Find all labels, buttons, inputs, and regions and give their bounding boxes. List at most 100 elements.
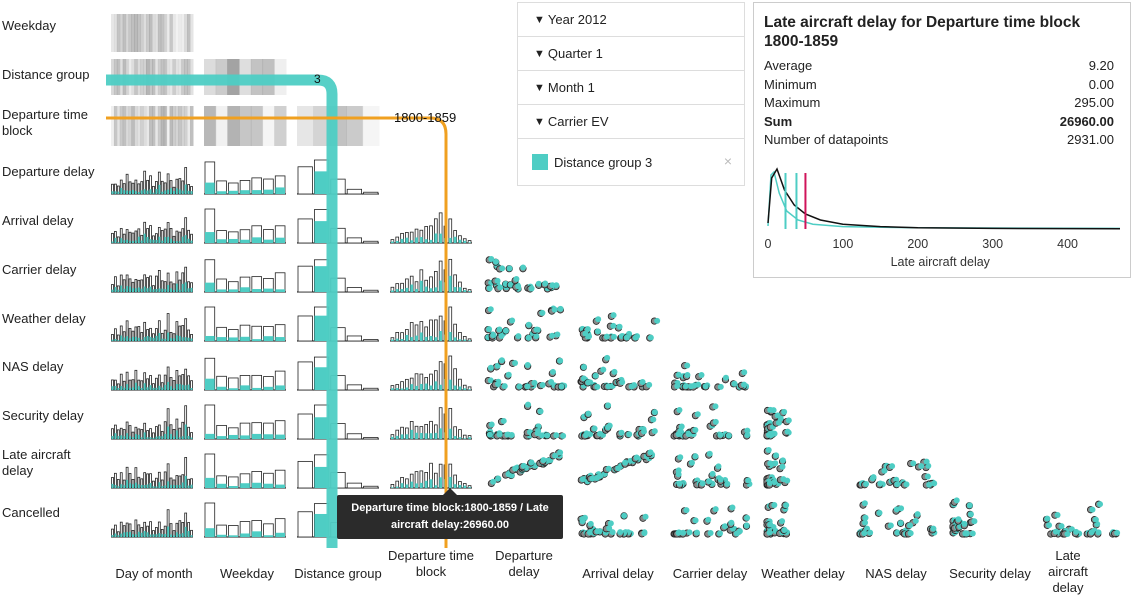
scatter-point-highlight — [605, 424, 612, 431]
bar-highlight — [149, 336, 152, 341]
bar-highlight — [240, 336, 250, 341]
bar-highlight — [190, 535, 193, 537]
bar-highlight — [140, 388, 143, 390]
bar-highlight — [161, 338, 164, 341]
scatter-point-highlight — [582, 330, 589, 337]
bar-highlight — [228, 289, 239, 292]
bar-highlight — [164, 384, 167, 390]
bar-highlight — [140, 240, 143, 243]
scatter-point-highlight — [533, 326, 540, 333]
bar-highlight — [448, 331, 452, 341]
bar-highlight — [120, 285, 123, 292]
heat-cell — [175, 14, 179, 52]
bar-highlight — [419, 280, 423, 292]
scatter-point-highlight — [744, 432, 751, 439]
scatter-point-highlight — [722, 374, 729, 381]
filter-month[interactable]: ▼ Month 1 — [518, 71, 744, 105]
bar-highlight — [170, 188, 172, 194]
bar-highlight — [419, 383, 423, 390]
bar-highlight — [429, 335, 433, 341]
scatter-point-highlight — [557, 357, 564, 364]
bar-highlight — [187, 238, 190, 243]
scatter-point-highlight — [676, 480, 683, 487]
bar-highlight — [120, 484, 123, 488]
scatter-point-highlight — [688, 459, 695, 466]
scatter-point-highlight — [889, 463, 896, 470]
bar-highlight — [170, 534, 172, 537]
selection-distance-group[interactable]: Distance group 3 × — [518, 139, 744, 185]
bar-highlight — [187, 384, 190, 390]
scatter-point-highlight — [606, 525, 613, 532]
bar-highlight — [137, 434, 140, 439]
filter-quarter[interactable]: ▼ Quarter 1 — [518, 37, 744, 71]
bar-highlight — [158, 333, 161, 341]
bar-highlight — [184, 184, 187, 194]
bar-highlight — [178, 485, 181, 488]
bar-highlight — [263, 386, 274, 390]
scatter-point-highlight — [552, 452, 559, 459]
bar-highlight — [170, 386, 172, 390]
filter-year[interactable]: ▼ Year 2012 — [518, 3, 744, 37]
bar-highlight — [158, 385, 161, 390]
scatter-point-highlight — [1089, 506, 1096, 513]
scatter-point-highlight — [893, 506, 900, 513]
bar-highlight — [181, 482, 184, 488]
heat-cell — [113, 106, 118, 146]
bar-highlight — [410, 384, 414, 390]
scatter-point-highlight — [585, 379, 592, 386]
stat-count: Number of datapoints 2931.00 — [764, 132, 1114, 147]
bar-highlight — [161, 288, 164, 292]
bar-highlight — [114, 385, 117, 390]
scatter-point-highlight — [781, 526, 788, 533]
bar — [346, 482, 363, 489]
bar-highlight — [391, 487, 394, 488]
bar-highlight — [181, 236, 184, 243]
scatter-matrix[interactable]: 3 1800-1859 — [0, 0, 1134, 582]
bar-highlight — [216, 534, 227, 537]
bar-highlight — [167, 332, 170, 341]
bar-highlight — [187, 435, 190, 439]
scatter-point-highlight — [773, 452, 780, 459]
bar-highlight — [463, 339, 467, 341]
scatter-point-highlight — [767, 460, 774, 467]
bar-highlight — [146, 387, 149, 390]
heat-cell — [184, 106, 188, 146]
filter-carrier[interactable]: ▼ Carrier EV — [518, 105, 744, 139]
bar-highlight — [175, 384, 178, 390]
scatter-point-highlight — [524, 383, 531, 390]
bar-highlight — [275, 289, 285, 292]
bar-highlight — [123, 288, 126, 292]
heat-cell — [116, 14, 121, 52]
heat-cell — [187, 106, 191, 146]
bar-highlight — [143, 432, 146, 439]
detail-panel: Late aircraft delay for Departure time b… — [753, 2, 1131, 278]
bar-highlight — [173, 535, 175, 537]
bar-highlight — [395, 240, 399, 243]
scatter-point-highlight — [618, 429, 625, 436]
scatter-point-highlight — [926, 481, 933, 488]
heat-cell — [227, 106, 240, 146]
scatter-point-highlight — [535, 280, 542, 287]
bar-highlight — [126, 384, 129, 390]
scatter-point-highlight — [549, 282, 556, 289]
bar-highlight — [155, 189, 158, 194]
scatter-point-highlight — [528, 459, 535, 466]
scatter-point-highlight — [560, 432, 567, 439]
bar-highlight — [405, 237, 409, 243]
bar-highlight — [400, 483, 404, 488]
heat-cell — [125, 14, 130, 52]
close-icon[interactable]: × — [723, 153, 732, 169]
bar-highlight — [251, 339, 262, 341]
col-label-security-delay: Security delay — [949, 566, 1031, 581]
row-label-arrival-delay: Arrival delay — [2, 213, 74, 228]
scatter-point-highlight — [605, 402, 612, 409]
bar-highlight — [448, 275, 452, 292]
scatter-point-highlight — [490, 332, 497, 339]
bar-highlight — [453, 436, 457, 439]
bar-highlight — [126, 239, 129, 243]
bar-highlight — [187, 337, 190, 341]
filter-icon: ▼ — [534, 47, 545, 60]
filter-icon: ▼ — [534, 81, 545, 94]
bar-highlight — [184, 235, 187, 243]
scatter-point-highlight — [499, 265, 506, 272]
